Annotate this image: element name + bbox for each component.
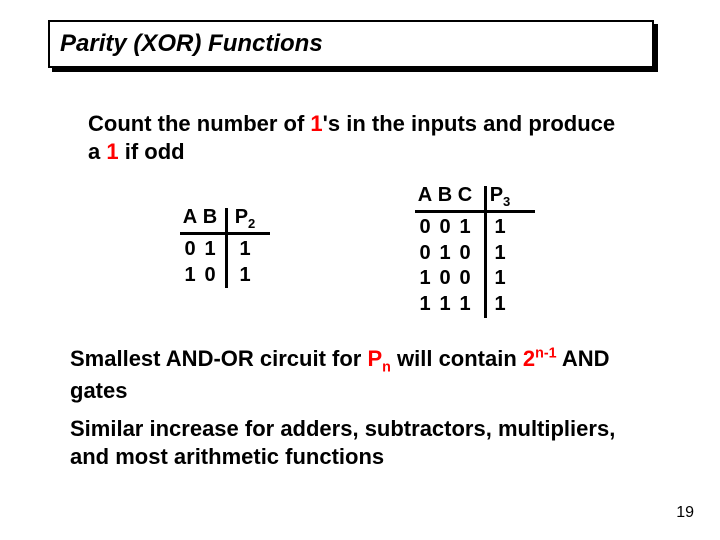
cell-out: 1 xyxy=(226,263,256,289)
para1-nminus1: n-1 xyxy=(535,346,556,362)
cell: 0 xyxy=(455,241,475,267)
cell: 1 xyxy=(455,292,475,318)
table2-header: A B P2 xyxy=(180,206,256,231)
table2-hdr-p: P xyxy=(235,206,248,228)
table2-hdr-a: A xyxy=(180,206,200,231)
table-row: 1 0 0 1 xyxy=(415,266,511,292)
table3-hdr-sub: 3 xyxy=(503,194,510,209)
cell: 0 xyxy=(435,266,455,292)
para1-pn: Pn xyxy=(367,346,390,371)
truth-table-3: A B C P3 0 0 1 1 0 1 0 1 xyxy=(415,184,511,317)
page-number: 19 xyxy=(676,504,694,522)
table3-hdr-b: B xyxy=(435,184,455,209)
cell: 0 xyxy=(415,215,435,241)
cell: 0 xyxy=(200,263,220,289)
para1-a: Smallest AND-OR circuit for xyxy=(70,346,367,371)
para1-p: P xyxy=(367,346,382,371)
cell: 1 xyxy=(435,241,455,267)
table3-body: 0 0 1 1 0 1 0 1 1 0 0 1 1 1 xyxy=(415,215,511,317)
cell: 1 xyxy=(180,263,200,289)
para1-exp: 2n-1 xyxy=(523,346,557,371)
intro-part3: if odd xyxy=(119,139,185,164)
intro-red1: 1 xyxy=(310,111,322,136)
title-box: Parity (XOR) Functions xyxy=(48,20,654,68)
intro-text: Count the number of 1's in the inputs an… xyxy=(88,110,628,165)
cell: 0 xyxy=(415,241,435,267)
table3-hdr-c: C xyxy=(455,184,475,209)
table2-hdr-out: P2 xyxy=(226,206,256,231)
cell: 1 xyxy=(415,292,435,318)
table-row: 0 1 1 xyxy=(180,237,256,263)
truth-table-2: A B P2 0 1 1 1 0 1 xyxy=(180,206,256,288)
cell-out: 1 xyxy=(481,292,511,318)
paragraph-1: Smallest AND-OR circuit for Pn will cont… xyxy=(70,345,650,405)
table3-header: A B C P3 xyxy=(415,184,511,209)
cell-out: 1 xyxy=(481,266,511,292)
table3-hdr-p: P xyxy=(490,184,503,206)
intro-red2: 1 xyxy=(106,139,118,164)
cell-out: 1 xyxy=(481,215,511,241)
cell: 1 xyxy=(435,292,455,318)
cell: 0 xyxy=(455,266,475,292)
cell: 1 xyxy=(200,237,220,263)
table-row: 0 1 0 1 xyxy=(415,241,511,267)
cell: 0 xyxy=(180,237,200,263)
table3-hdr-a: A xyxy=(415,184,435,209)
cell-out: 1 xyxy=(226,237,256,263)
para1-b: will contain xyxy=(391,346,523,371)
table-row: 1 1 1 1 xyxy=(415,292,511,318)
slide-title: Parity (XOR) Functions xyxy=(60,30,323,58)
table2-hdr-b: B xyxy=(200,206,220,231)
cell: 1 xyxy=(455,215,475,241)
table3-hdr-out: P3 xyxy=(481,184,511,209)
cell-out: 1 xyxy=(481,241,511,267)
table-row: 0 0 1 1 xyxy=(415,215,511,241)
para1-n: n xyxy=(382,359,391,375)
table-row: 1 0 1 xyxy=(180,263,256,289)
paragraph-2: Similar increase for adders, subtractors… xyxy=(70,415,650,470)
cell: 1 xyxy=(415,266,435,292)
table2-body: 0 1 1 1 0 1 xyxy=(180,237,256,288)
cell: 0 xyxy=(435,215,455,241)
tables-area: A B P2 0 1 1 1 0 1 A B xyxy=(0,180,720,340)
intro-part1: Count the number of xyxy=(88,111,310,136)
table2-hdr-sub: 2 xyxy=(248,216,255,231)
para1-2: 2 xyxy=(523,346,535,371)
